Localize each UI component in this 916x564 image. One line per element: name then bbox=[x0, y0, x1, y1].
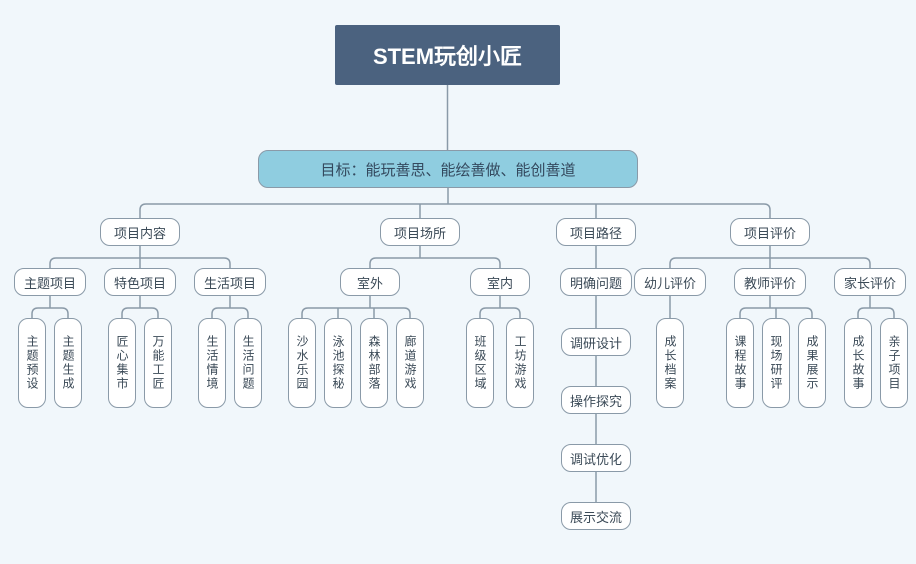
leaf-outdoor-3: 廊道游戏 bbox=[396, 318, 424, 408]
leaf-indoor-0-label: 班级区域 bbox=[474, 335, 486, 391]
leaf-teacher-1-label: 现场研评 bbox=[770, 335, 782, 391]
l3-place-label: 项目场所 bbox=[394, 223, 446, 242]
leaf-outdoor-3-label: 廊道游戏 bbox=[404, 335, 416, 391]
l4-theme-label: 主题项目 bbox=[24, 273, 76, 292]
chain-3-label: 展示交流 bbox=[570, 507, 622, 526]
leaf-theme-1: 主题生成 bbox=[54, 318, 82, 408]
l4-life-label: 生活项目 bbox=[204, 273, 256, 292]
l3-eval-label: 项目评价 bbox=[744, 223, 796, 242]
leaf-life-0: 生活情境 bbox=[198, 318, 226, 408]
leaf-life-0-label: 生活情境 bbox=[206, 335, 218, 391]
l3-eval: 项目评价 bbox=[730, 218, 810, 246]
l3-content-label: 项目内容 bbox=[114, 223, 166, 242]
chain-0: 调研设计 bbox=[561, 328, 631, 356]
leaf-outdoor-2-label: 森林部落 bbox=[368, 335, 380, 391]
l4-indoor-label: 室内 bbox=[487, 273, 513, 292]
leaf-teacher-0-label: 课程故事 bbox=[734, 335, 746, 391]
chain-3: 展示交流 bbox=[561, 502, 631, 530]
goal-node: 目标：能玩善思、能绘善做、能创善道 bbox=[258, 150, 638, 188]
leaf-theme-0-label: 主题预设 bbox=[26, 335, 38, 391]
l4-kid: 幼儿评价 bbox=[634, 268, 706, 296]
l3-place: 项目场所 bbox=[380, 218, 460, 246]
leaf-outdoor-1-label: 泳池探秘 bbox=[332, 335, 344, 391]
l4-teacher-label: 教师评价 bbox=[744, 273, 796, 292]
leaf-indoor-1: 工坊游戏 bbox=[506, 318, 534, 408]
l4-kid-label: 幼儿评价 bbox=[644, 273, 696, 292]
leaf-kid-0-label: 成长档案 bbox=[664, 335, 676, 391]
l4-indoor: 室内 bbox=[470, 268, 530, 296]
l4-parent: 家长评价 bbox=[834, 268, 906, 296]
leaf-special-1: 万能工匠 bbox=[144, 318, 172, 408]
leaf-teacher-1: 现场研评 bbox=[762, 318, 790, 408]
leaf-theme-0: 主题预设 bbox=[18, 318, 46, 408]
l4-special: 特色项目 bbox=[104, 268, 176, 296]
leaf-life-1-label: 生活问题 bbox=[242, 335, 254, 391]
leaf-parent-0: 成长故事 bbox=[844, 318, 872, 408]
l4-theme: 主题项目 bbox=[14, 268, 86, 296]
l3-content: 项目内容 bbox=[100, 218, 180, 246]
l3-path: 项目路径 bbox=[556, 218, 636, 246]
l4-outdoor: 室外 bbox=[340, 268, 400, 296]
l3-path-label: 项目路径 bbox=[570, 223, 622, 242]
chain-2: 调试优化 bbox=[561, 444, 631, 472]
chain-0-label: 调研设计 bbox=[570, 333, 622, 352]
leaf-life-1: 生活问题 bbox=[234, 318, 262, 408]
leaf-special-1-label: 万能工匠 bbox=[152, 335, 164, 391]
leaf-special-0: 匠心集市 bbox=[108, 318, 136, 408]
l4-outdoor-label: 室外 bbox=[357, 273, 383, 292]
leaf-outdoor-0: 沙水乐园 bbox=[288, 318, 316, 408]
l4-parent-label: 家长评价 bbox=[844, 273, 896, 292]
leaf-parent-1-label: 亲子项目 bbox=[888, 335, 900, 391]
leaf-kid-0: 成长档案 bbox=[656, 318, 684, 408]
leaf-outdoor-2: 森林部落 bbox=[360, 318, 388, 408]
chain-2-label: 调试优化 bbox=[570, 449, 622, 468]
goal-node-label: 目标：能玩善思、能绘善做、能创善道 bbox=[320, 159, 575, 180]
l4-life: 生活项目 bbox=[194, 268, 266, 296]
leaf-teacher-2: 成果展示 bbox=[798, 318, 826, 408]
l4-clarify: 明确问题 bbox=[560, 268, 632, 296]
l4-clarify-label: 明确问题 bbox=[570, 273, 622, 292]
leaf-theme-1-label: 主题生成 bbox=[62, 335, 74, 391]
leaf-outdoor-1: 泳池探秘 bbox=[324, 318, 352, 408]
leaf-teacher-0: 课程故事 bbox=[726, 318, 754, 408]
leaf-parent-1: 亲子项目 bbox=[880, 318, 908, 408]
leaf-teacher-2-label: 成果展示 bbox=[806, 335, 818, 391]
root-node: STEM玩创小匠 bbox=[335, 25, 560, 85]
chain-1-label: 操作探究 bbox=[570, 391, 622, 410]
l4-teacher: 教师评价 bbox=[734, 268, 806, 296]
leaf-parent-0-label: 成长故事 bbox=[852, 335, 864, 391]
leaf-indoor-1-label: 工坊游戏 bbox=[514, 335, 526, 391]
leaf-indoor-0: 班级区域 bbox=[466, 318, 494, 408]
leaf-special-0-label: 匠心集市 bbox=[116, 335, 128, 391]
l4-special-label: 特色项目 bbox=[114, 273, 166, 292]
root-node-label: STEM玩创小匠 bbox=[373, 39, 522, 71]
leaf-outdoor-0-label: 沙水乐园 bbox=[296, 335, 308, 391]
chain-1: 操作探究 bbox=[561, 386, 631, 414]
